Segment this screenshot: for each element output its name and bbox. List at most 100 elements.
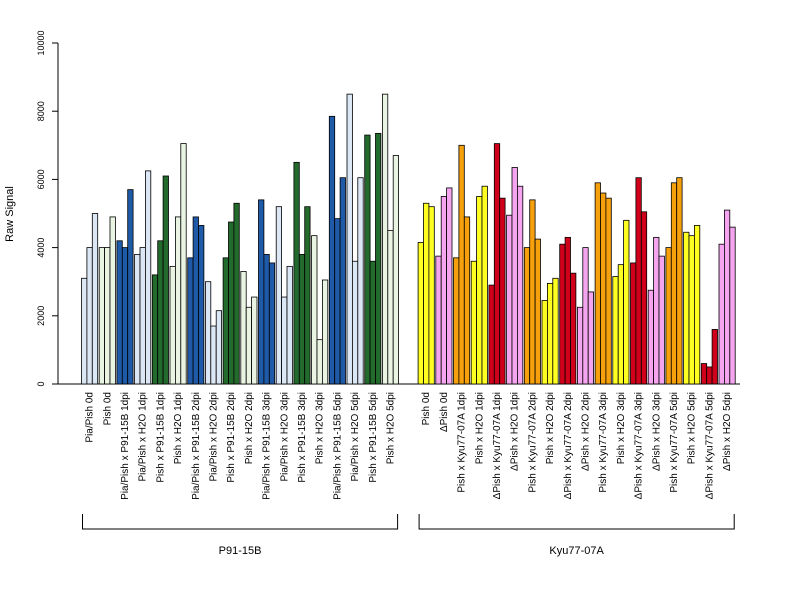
bar	[640, 211, 648, 385]
x-tick-label: Pish x P91-15B 1dpi	[155, 392, 166, 483]
bar	[552, 277, 559, 385]
bar	[293, 161, 300, 385]
bar	[523, 247, 531, 385]
bar	[275, 206, 283, 385]
bar	[228, 221, 235, 385]
group-bracket	[82, 514, 399, 530]
bar	[700, 363, 708, 385]
bar	[174, 216, 182, 385]
bar	[157, 240, 164, 385]
x-tick-label: Pia/Pish x P91-15B 3dpi	[262, 392, 273, 500]
bar	[635, 177, 642, 385]
x-tick-label: Pia/Pish x H2O 3dpi	[279, 392, 290, 482]
bar	[91, 213, 99, 385]
y-axis-label: Raw Signal	[4, 186, 16, 242]
bar	[547, 283, 554, 385]
bar	[240, 271, 247, 385]
bar	[670, 182, 678, 385]
bar	[506, 214, 513, 385]
bar	[665, 247, 672, 385]
bar	[187, 257, 194, 385]
y-tick-label: 10000	[36, 30, 46, 55]
bar	[600, 192, 607, 385]
x-tick-label: Pish x H2O 2dpi	[244, 392, 255, 464]
bar	[676, 177, 683, 385]
bar	[268, 262, 276, 385]
group-label: Kyu77-07A	[549, 545, 604, 557]
x-tick-label: Pia/Pish x P91-15B 1dpi	[120, 392, 131, 500]
x-tick-label: Pia/Pish x H2O 5dpi	[350, 392, 361, 482]
bar	[440, 196, 448, 385]
bar	[729, 226, 736, 385]
x-tick-label: Pia/Pish x P91-15B 2dpi	[191, 392, 202, 500]
bars	[81, 93, 736, 385]
bar	[169, 265, 176, 385]
x-tick-label: Pia/Pish x H2O 1dpi	[138, 392, 149, 482]
bar	[517, 185, 524, 385]
x-tick-label: Pish x H2O 1dpi	[173, 392, 184, 464]
bar	[653, 236, 660, 385]
bar	[423, 202, 430, 385]
bar	[718, 243, 725, 385]
bar	[121, 247, 129, 385]
x-tick-label: Pish x P91-15B 3dpi	[297, 392, 308, 483]
y-tick-label: 4000	[36, 238, 46, 258]
bar	[577, 306, 584, 385]
x-tick-label: ΔPish x Kyu77-07A 5dpi	[704, 392, 715, 499]
bar	[511, 167, 518, 385]
y-tick-label: 2000	[36, 306, 46, 326]
bar	[392, 155, 400, 385]
bar	[180, 143, 187, 385]
bar	[488, 284, 495, 385]
bar	[162, 175, 169, 385]
bar	[706, 366, 713, 385]
x-tick-label: Pia/Pish x P91-15B 5dpi	[332, 392, 343, 500]
group-bracket	[418, 514, 735, 530]
bar	[541, 300, 548, 385]
x-tick-label: Pish x Kyu77-07A 1dpi	[457, 392, 468, 493]
bar	[534, 238, 541, 385]
bar	[86, 247, 93, 385]
x-tick-label: ΔPish 0d	[439, 392, 450, 432]
bar	[81, 277, 88, 385]
bar	[493, 143, 501, 385]
y-axis: 0 2000 4000 6000 8000 10000	[36, 30, 59, 387]
bar	[630, 262, 637, 385]
bar	[304, 206, 311, 385]
bar	[215, 310, 222, 385]
x-tick-label: Pish x H2O 5dpi	[386, 392, 397, 464]
bar	[258, 199, 265, 385]
bar	[369, 260, 376, 385]
x-tick-label: Pish x P91-15B 5dpi	[368, 392, 379, 483]
x-tick-label: Pish x P91-15B 2dpi	[226, 392, 237, 483]
group-label: P91-15B	[219, 545, 262, 557]
bar	[116, 240, 123, 385]
bar	[263, 254, 270, 385]
bar	[298, 254, 306, 385]
x-tick-label: Pish x Kyu77-07A 2dpi	[527, 392, 538, 493]
group-brackets: P91-15B Kyu77-07A	[82, 514, 735, 557]
x-tick-label: ΔPish x H2O 3dpi	[651, 392, 662, 471]
x-tick-label: ΔPish x Kyu77-07A 3dpi	[634, 392, 645, 499]
bar	[658, 255, 665, 385]
x-tick-label: ΔPish x Kyu77-07A 1dpi	[492, 392, 503, 499]
x-tick-label: Pish x H2O 5dpi	[687, 392, 698, 464]
bar	[351, 260, 359, 385]
x-tick-label: Pish 0d	[421, 392, 432, 425]
bar	[476, 196, 483, 385]
bar	[233, 202, 240, 385]
x-tick-label: Pish x Kyu77-07A 5dpi	[669, 392, 680, 493]
bar	[357, 177, 364, 385]
bar	[458, 144, 465, 385]
bar	[334, 218, 341, 385]
bar	[364, 134, 371, 385]
x-tick-label: Pia/Pish x H2O 2dpi	[209, 392, 220, 482]
bar	[470, 260, 478, 385]
x-tick-label: Pish x H2O 3dpi	[616, 392, 627, 464]
bar	[529, 199, 536, 385]
bar	[724, 209, 731, 385]
x-tick-label: Pia/Pish 0d	[85, 392, 96, 443]
bar	[245, 306, 252, 385]
bar	[446, 187, 453, 385]
bar	[127, 189, 134, 385]
